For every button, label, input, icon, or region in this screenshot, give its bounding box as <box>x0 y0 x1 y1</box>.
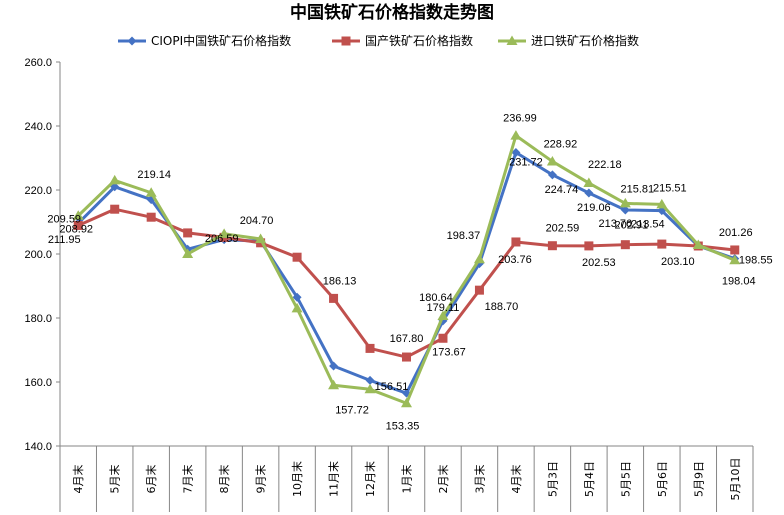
x-tick-label: 3月末 <box>472 465 486 494</box>
data-point-square <box>657 240 666 249</box>
chart-title: 中国铁矿石价格指数走势图 <box>290 2 494 23</box>
data-label: 157.72 <box>335 404 369 416</box>
x-tick-label: 7月末 <box>181 465 195 494</box>
legend-label: 进口铁矿石价格指数 <box>531 33 639 48</box>
data-point-square <box>548 241 557 250</box>
y-tick-label: 160.0 <box>24 377 52 389</box>
data-point-square <box>402 353 411 362</box>
data-point-square <box>730 245 739 254</box>
data-label: 173.67 <box>432 346 466 358</box>
data-label: 222.18 <box>588 159 622 171</box>
x-tick-label: 12月末 <box>363 461 377 497</box>
data-point-square <box>183 228 192 237</box>
data-point-square <box>110 205 119 214</box>
data-point-square <box>342 37 351 46</box>
x-tick-label: 5月9日 <box>692 461 705 497</box>
x-tick-label: 5月4日 <box>583 461 596 497</box>
data-label: 203.76 <box>498 254 532 266</box>
x-tick-label: 4月末 <box>71 465 85 494</box>
data-point-square <box>621 240 630 249</box>
data-label: 228.92 <box>544 138 578 150</box>
data-point-square <box>475 286 484 295</box>
data-label: 224.74 <box>545 184 579 196</box>
chart-legend: CIOPI中国铁矿石价格指数 国产铁矿石价格指数 进口铁矿石价格指数 <box>118 33 639 48</box>
y-tick-label: 220.0 <box>24 185 52 197</box>
data-label: 156.51 <box>375 381 409 393</box>
data-label: 198.04 <box>722 275 756 287</box>
x-tick-label: 11月末 <box>327 461 341 497</box>
data-label: 201.26 <box>719 227 753 239</box>
data-label: 215.51 <box>653 182 687 194</box>
data-point-square <box>584 241 593 250</box>
data-label: 198.37 <box>447 230 481 242</box>
data-label: 219.06 <box>577 202 611 214</box>
data-point-square <box>293 253 302 262</box>
data-point-square <box>366 344 375 353</box>
data-label: 198.55 <box>739 255 773 267</box>
y-tick-label: 260.0 <box>24 57 52 69</box>
data-label: 231.72 <box>509 156 543 168</box>
data-label: 213.54 <box>631 219 665 231</box>
data-label: 179.11 <box>427 302 460 314</box>
data-label: 215.81 <box>621 183 655 195</box>
data-label: 202.59 <box>546 223 580 235</box>
data-label: 204.70 <box>240 215 274 227</box>
data-label: 211.95 <box>48 234 81 246</box>
x-tick-label: 1月末 <box>400 465 414 494</box>
data-label: 167.80 <box>390 333 424 345</box>
data-point-square <box>147 213 156 222</box>
data-label: 219.14 <box>137 169 171 181</box>
x-tick-label: 4月末 <box>509 465 523 494</box>
y-tick-label: 240.0 <box>24 121 52 133</box>
x-tick-label: 2月末 <box>436 465 450 494</box>
x-tick-label: 5月10日 <box>729 458 742 501</box>
data-label: 188.70 <box>485 301 519 313</box>
data-label: 203.10 <box>661 256 695 268</box>
data-label: 206.59 <box>205 233 239 245</box>
data-label: 153.35 <box>386 420 420 432</box>
data-label: 202.53 <box>582 257 616 269</box>
x-tick-label: 6月末 <box>144 465 158 494</box>
y-tick-label: 180.0 <box>24 313 52 325</box>
x-tick-label: 10月末 <box>290 461 304 497</box>
x-tick-label: 8月末 <box>217 465 231 494</box>
y-tick-label: 200.0 <box>24 249 52 261</box>
data-point-square <box>329 294 338 303</box>
legend-label: 国产铁矿石价格指数 <box>365 33 473 48</box>
x-tick-label: 9月末 <box>254 465 268 494</box>
x-tick-label: 5月末 <box>108 465 122 494</box>
data-point-square <box>438 334 447 343</box>
x-tick-label: 5月5日 <box>619 461 632 497</box>
x-tick-label: 5月6日 <box>656 461 669 497</box>
data-label: 186.13 <box>323 275 357 287</box>
y-tick-label: 140.0 <box>24 441 52 453</box>
x-tick-label: 5月3日 <box>546 461 559 497</box>
legend-label: CIOPI中国铁矿石价格指数 <box>151 33 291 48</box>
data-label: 236.99 <box>503 113 537 125</box>
data-point-square <box>511 237 520 246</box>
